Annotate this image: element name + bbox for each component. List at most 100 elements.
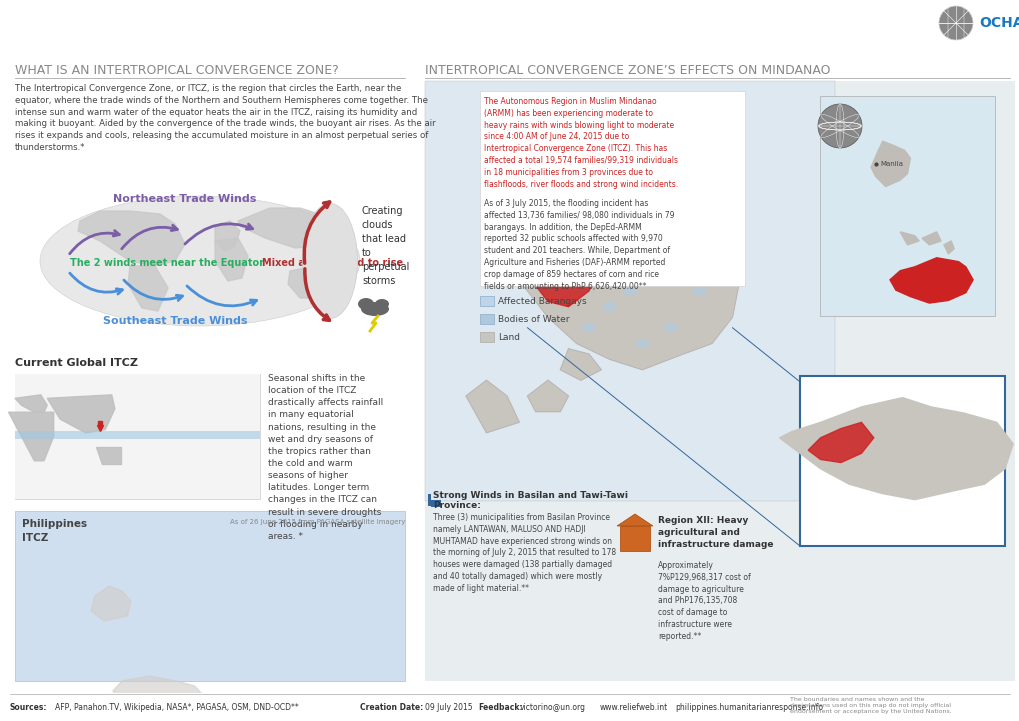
Polygon shape <box>47 395 115 433</box>
Text: Sources:: Sources: <box>10 702 48 712</box>
Text: Region XII: Heavy
agricultural and
infrastructure damage: Region XII: Heavy agricultural and infra… <box>657 516 772 549</box>
Bar <box>819 96 994 316</box>
Bar <box>15 511 405 681</box>
Text: WHAT IS AN INTERTROPICAL CONVERGENCE ZONE?: WHAT IS AN INTERTROPICAL CONVERGENCE ZON… <box>15 64 338 77</box>
Polygon shape <box>113 676 204 711</box>
Circle shape <box>817 104 861 148</box>
Bar <box>431 500 440 507</box>
Text: The 2 winds meet near the Equator: The 2 winds meet near the Equator <box>70 258 264 268</box>
Polygon shape <box>943 241 953 254</box>
Text: As of 26 June 2015 from PAGASA satellite imagery: As of 26 June 2015 from PAGASA satellite… <box>229 519 405 525</box>
Bar <box>480 296 493 306</box>
Polygon shape <box>807 423 873 463</box>
Text: philippines.humanitarianresponse.info: philippines.humanitarianresponse.info <box>675 702 822 712</box>
Text: Mindanao - Intertropical Convergence Zone (ITCZ): Mindanao - Intertropical Convergence Zon… <box>109 15 497 30</box>
Bar <box>480 314 493 324</box>
Text: Southeast Trade Winds: Southeast Trade Winds <box>103 316 247 326</box>
Text: OCHA: OCHA <box>978 16 1019 30</box>
Ellipse shape <box>594 186 607 196</box>
Bar <box>425 81 1014 681</box>
Polygon shape <box>466 380 519 433</box>
Text: INTERTROPICAL CONVERGENCE ZONE’S EFFECTS ON MINDANAO: INTERTROPICAL CONVERGENCE ZONE’S EFFECTS… <box>425 64 829 77</box>
Text: Philippines:: Philippines: <box>12 15 113 30</box>
Text: Affected Barangays: Affected Barangays <box>497 296 586 306</box>
Ellipse shape <box>358 298 374 310</box>
Polygon shape <box>8 412 54 461</box>
Ellipse shape <box>375 299 388 309</box>
Polygon shape <box>506 197 740 370</box>
Text: Seasonal shifts in the
location of the ITCZ
drastically affects rainfall
in many: Seasonal shifts in the location of the I… <box>268 374 383 541</box>
Bar <box>480 332 493 342</box>
Bar <box>15 374 260 499</box>
Text: ITCZ: ITCZ <box>22 533 48 543</box>
Ellipse shape <box>552 207 567 217</box>
Ellipse shape <box>692 286 706 296</box>
Text: Current Global ITCZ: Current Global ITCZ <box>15 358 138 368</box>
Text: Land: Land <box>497 332 520 342</box>
Text: Approximately
7%P129,968,317 cost of
damage to agriculture
and PhP176,135,708
co: Approximately 7%P129,968,317 cost of dam… <box>657 561 750 641</box>
Polygon shape <box>96 447 121 464</box>
Polygon shape <box>527 380 568 412</box>
Polygon shape <box>779 398 1012 500</box>
Text: Mixed air is forced to rise: Mixed air is forced to rise <box>262 258 403 268</box>
Text: Philippines: Philippines <box>22 519 87 529</box>
Ellipse shape <box>361 302 388 316</box>
Ellipse shape <box>303 203 357 319</box>
Polygon shape <box>287 266 325 298</box>
Bar <box>940 3 1014 43</box>
Polygon shape <box>900 232 918 245</box>
Text: Strong Winds in Basilan and Tawi-Tawi
Province:: Strong Winds in Basilan and Tawi-Tawi Pr… <box>433 491 628 510</box>
Polygon shape <box>559 349 601 380</box>
Text: Three (3) municipalities from Basilan Province
namely LANTAWAN, MALUSO AND HADJI: Three (3) municipalities from Basilan Pr… <box>433 513 615 593</box>
Text: The boundaries and names shown and the
designations used on this map do not impl: The boundaries and names shown and the d… <box>790 697 951 715</box>
Ellipse shape <box>623 286 637 296</box>
Ellipse shape <box>635 338 649 348</box>
Polygon shape <box>215 221 239 251</box>
Text: The Intertropical Convergence Zone, or ITCZ, is the region that circles the Eart: The Intertropical Convergence Zone, or I… <box>15 84 435 152</box>
Circle shape <box>938 6 972 40</box>
Bar <box>425 81 835 501</box>
Polygon shape <box>15 395 47 412</box>
Polygon shape <box>127 266 168 311</box>
Bar <box>15 431 260 438</box>
Text: Feedback:: Feedback: <box>478 702 522 712</box>
Polygon shape <box>870 141 910 187</box>
Text: 09 July 2015: 09 July 2015 <box>425 702 472 712</box>
Text: Creating
clouds
that lead
to
perpetual
storms: Creating clouds that lead to perpetual s… <box>362 206 409 286</box>
Ellipse shape <box>40 196 360 326</box>
Bar <box>799 376 1004 546</box>
Bar <box>428 494 431 506</box>
Ellipse shape <box>623 207 637 217</box>
Polygon shape <box>237 208 330 248</box>
Text: Northeast Trade Winds: Northeast Trade Winds <box>113 194 257 204</box>
Text: The Autonomous Region in Muslim Mindanao
(ARMM) has been experiencing moderate t: The Autonomous Region in Muslim Mindanao… <box>484 97 678 189</box>
Ellipse shape <box>570 197 583 207</box>
Polygon shape <box>921 232 941 245</box>
Polygon shape <box>890 258 972 303</box>
Polygon shape <box>77 211 184 266</box>
Ellipse shape <box>560 218 575 228</box>
Text: www.reliefweb.int: www.reliefweb.int <box>599 702 667 712</box>
Ellipse shape <box>663 323 678 333</box>
Ellipse shape <box>651 234 665 244</box>
Ellipse shape <box>663 270 678 280</box>
Bar <box>480 91 744 286</box>
Text: As of 3 July 2015, the flooding incident has
affected 13,736 families/ 98,080 in: As of 3 July 2015, the flooding incident… <box>484 199 674 291</box>
Text: (as of 06 July 2015): (as of 06 July 2015) <box>511 18 623 28</box>
Polygon shape <box>535 239 601 306</box>
Text: Creation Date:: Creation Date: <box>360 702 423 712</box>
Text: victorino@un.org: victorino@un.org <box>520 702 586 712</box>
Text: Manila: Manila <box>879 161 902 167</box>
Ellipse shape <box>582 323 595 333</box>
Bar <box>15 374 260 499</box>
Polygon shape <box>215 238 248 281</box>
Ellipse shape <box>602 302 615 311</box>
Ellipse shape <box>684 260 698 270</box>
Text: AFP, Panahon.TV, Wikipedia, NASA*, PAGASA, OSM, DND-OCD**: AFP, Panahon.TV, Wikipedia, NASA*, PAGAS… <box>55 702 299 712</box>
Ellipse shape <box>602 260 615 270</box>
Bar <box>620 526 649 551</box>
Text: Bodies of Water: Bodies of Water <box>497 314 569 324</box>
Polygon shape <box>91 586 131 621</box>
Polygon shape <box>616 514 652 526</box>
Ellipse shape <box>643 234 657 244</box>
